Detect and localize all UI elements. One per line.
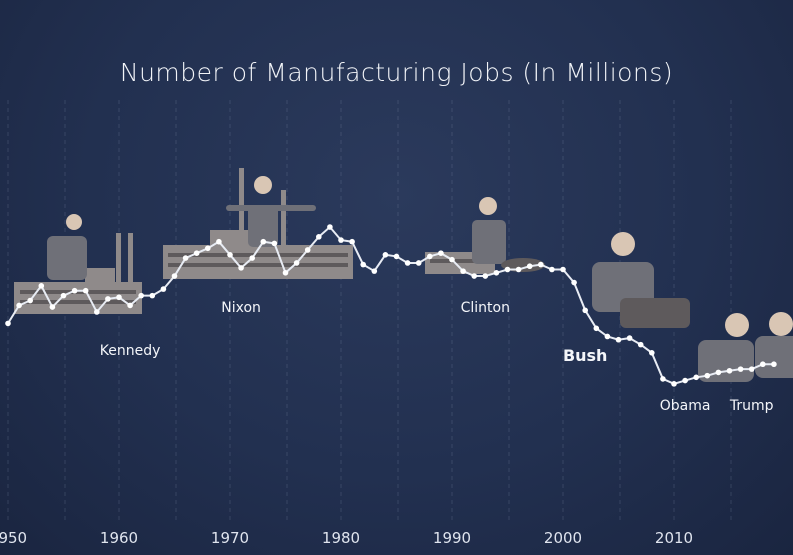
data-point xyxy=(526,263,533,270)
data-point xyxy=(748,366,755,372)
data-point xyxy=(460,268,466,274)
x-tick-label: 1960 xyxy=(100,529,138,547)
data-point xyxy=(127,302,133,309)
data-point xyxy=(660,376,666,382)
data-point xyxy=(171,273,178,279)
data-point xyxy=(549,266,555,273)
data-point xyxy=(293,260,300,266)
data-point xyxy=(471,273,478,279)
data-point xyxy=(737,366,744,372)
data-point xyxy=(482,273,489,279)
data-point xyxy=(449,256,455,263)
data-point xyxy=(193,250,200,256)
x-axis-ticks: 1950 1960 1970 1980 1990 2000 2010 xyxy=(0,529,693,547)
president-annotations: Kennedy Nixon Clinton Bush Obama Trump xyxy=(100,300,774,414)
data-point xyxy=(604,333,611,340)
data-point xyxy=(116,294,122,301)
data-point xyxy=(282,269,289,276)
data-point xyxy=(371,268,378,274)
x-tick-label: 1970 xyxy=(211,529,249,547)
data-point xyxy=(182,255,189,261)
data-point xyxy=(38,283,45,289)
data-point xyxy=(160,286,167,292)
x-tick-label: 1980 xyxy=(322,529,360,547)
obama-trump-illustration xyxy=(698,312,793,382)
data-point xyxy=(593,325,600,332)
data-point xyxy=(327,224,333,230)
data-point xyxy=(571,279,577,286)
annotation-clinton: Clinton xyxy=(461,300,510,316)
data-point xyxy=(349,238,355,245)
data-point xyxy=(149,292,156,299)
data-point xyxy=(360,261,367,268)
data-point xyxy=(726,367,733,374)
data-point xyxy=(382,252,389,258)
data-point xyxy=(393,253,400,260)
series-points xyxy=(5,224,777,387)
x-tick-label: 1950 xyxy=(0,529,27,547)
data-point xyxy=(60,292,67,299)
data-point xyxy=(271,240,278,247)
data-point xyxy=(105,296,111,302)
data-point xyxy=(304,247,311,253)
data-point xyxy=(5,320,11,327)
data-point xyxy=(438,250,444,256)
x-tick-label: 2010 xyxy=(655,529,693,547)
data-point xyxy=(404,260,411,266)
data-point xyxy=(582,307,588,314)
data-point xyxy=(560,266,566,273)
annotation-bush: Bush xyxy=(563,346,608,365)
data-point xyxy=(615,336,622,343)
data-point xyxy=(238,265,244,271)
nixon-factory-illustration xyxy=(163,168,353,279)
data-point xyxy=(682,377,688,384)
data-point xyxy=(515,266,522,273)
data-point xyxy=(82,287,89,294)
data-point xyxy=(316,234,322,240)
data-point xyxy=(649,350,655,356)
data-point xyxy=(249,255,255,261)
data-point xyxy=(427,253,433,260)
data-point xyxy=(71,287,78,294)
data-point xyxy=(16,302,22,309)
annotation-obama: Obama xyxy=(660,398,711,414)
annotation-trump: Trump xyxy=(729,398,774,414)
data-point xyxy=(704,372,711,379)
data-point xyxy=(338,237,344,243)
bush-illustration xyxy=(592,232,690,328)
data-point xyxy=(138,292,144,299)
data-point xyxy=(216,238,222,245)
data-point xyxy=(715,369,722,376)
data-point xyxy=(205,245,211,252)
clinton-factory-illustration xyxy=(425,197,545,274)
data-point xyxy=(693,374,699,381)
annotation-nixon: Nixon xyxy=(221,300,261,316)
data-point xyxy=(227,252,233,258)
x-tick-label: 1990 xyxy=(433,529,471,547)
data-point xyxy=(94,309,100,315)
data-point xyxy=(760,361,766,368)
series-line xyxy=(7,225,774,385)
data-point xyxy=(671,381,677,387)
data-point xyxy=(27,297,33,304)
data-point xyxy=(493,269,500,276)
data-point xyxy=(49,304,56,310)
data-point xyxy=(538,261,544,268)
data-point xyxy=(504,266,511,273)
data-point xyxy=(771,361,777,368)
data-point xyxy=(415,260,422,266)
data-point xyxy=(637,341,644,348)
x-tick-label: 2000 xyxy=(544,529,582,547)
chart-title: Number of Manufacturing Jobs (In Million… xyxy=(119,58,674,87)
data-point xyxy=(260,238,267,245)
annotation-kennedy: Kennedy xyxy=(100,343,161,359)
data-point xyxy=(626,335,633,341)
